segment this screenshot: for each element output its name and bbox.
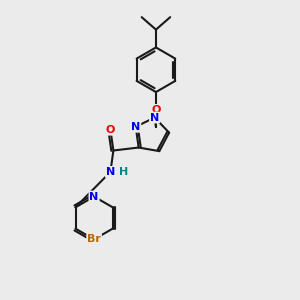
Text: N: N — [150, 112, 159, 123]
Text: N: N — [106, 167, 115, 177]
Text: O: O — [106, 125, 115, 135]
Text: N: N — [89, 192, 99, 202]
Text: H: H — [119, 167, 128, 177]
Text: O: O — [151, 105, 160, 115]
Text: Br: Br — [87, 234, 101, 244]
Text: N: N — [131, 122, 140, 132]
